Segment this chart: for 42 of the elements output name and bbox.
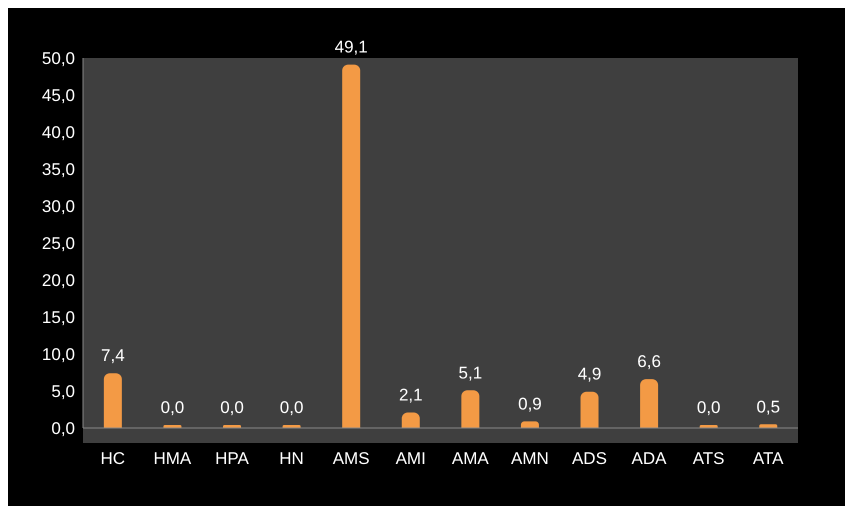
y-tick-label: 40,0 <box>42 123 75 142</box>
y-tick-label: 30,0 <box>42 197 75 216</box>
y-tick-label: 50,0 <box>42 49 75 68</box>
data-label: 0,5 <box>756 397 780 416</box>
y-tick-label: 20,0 <box>42 271 75 290</box>
x-tick-label: HPA <box>215 449 250 468</box>
x-tick-label: HC <box>100 449 126 468</box>
bar <box>640 379 658 428</box>
x-tick-label: ATA <box>752 449 784 468</box>
bar <box>461 390 480 428</box>
y-tick-label: 25,0 <box>42 234 75 254</box>
x-tick-label: AMA <box>452 449 490 468</box>
y-tick-label: 10,0 <box>42 345 75 364</box>
x-tick-label: ADS <box>572 449 607 468</box>
data-label: 7,4 <box>101 346 125 366</box>
bar <box>580 392 599 428</box>
x-tick-label: HMA <box>153 449 192 468</box>
y-tick-label: 45,0 <box>42 86 75 106</box>
data-label: 0,0 <box>220 398 244 417</box>
x-tick-label: HN <box>279 449 304 468</box>
data-label: 49,1 <box>334 38 368 57</box>
data-label: 0,0 <box>280 398 304 417</box>
data-label: 4,9 <box>578 364 602 384</box>
data-label: 0,0 <box>696 398 721 417</box>
bar <box>402 412 420 428</box>
data-label: 0,9 <box>518 394 542 414</box>
x-tick-label: AMI <box>396 449 426 468</box>
data-label: 6,6 <box>637 352 661 372</box>
data-label: 5,1 <box>458 363 482 382</box>
data-label: 2,1 <box>398 385 423 404</box>
x-tick-label: AMN <box>510 449 549 468</box>
y-tick-label: 35,0 <box>42 160 75 180</box>
y-tick-label: 0,0 <box>51 419 75 438</box>
data-label: 0,0 <box>160 398 184 417</box>
x-tick-label: ATS <box>692 449 725 468</box>
y-tick-label: 15,0 <box>42 308 75 328</box>
bar <box>342 64 360 428</box>
x-tick-label: ADA <box>632 449 668 468</box>
bar <box>520 421 539 428</box>
x-tick-label: AMS <box>332 449 370 468</box>
bar <box>104 373 122 428</box>
y-tick-label: 5,0 <box>51 382 75 402</box>
